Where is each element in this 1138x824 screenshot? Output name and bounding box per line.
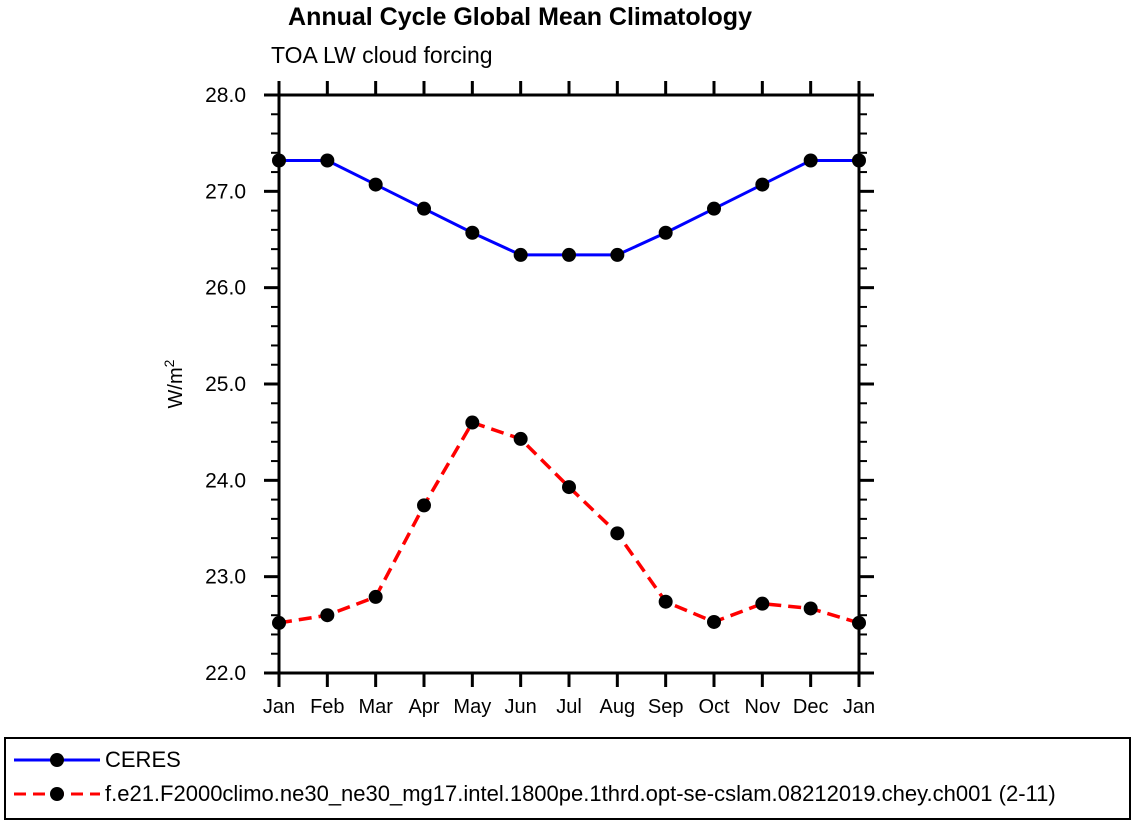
x-tick-label: Nov bbox=[745, 696, 781, 718]
data-point-marker bbox=[755, 177, 770, 192]
chart-title: Annual Cycle Global Mean Climatology bbox=[288, 3, 752, 31]
data-point-marker bbox=[465, 225, 480, 240]
x-tick-label: Jun bbox=[505, 696, 537, 718]
model-line-sample-icon bbox=[14, 787, 100, 801]
legend-box: CERES f.e21.F2000climo.ne30_ne30_mg17.in… bbox=[4, 737, 1131, 820]
series-1 bbox=[272, 415, 866, 630]
legend-entry-ceres: CERES bbox=[12, 747, 181, 772]
data-point-marker bbox=[658, 225, 673, 240]
x-tick-label: Jan bbox=[843, 696, 875, 718]
x-tick-label: May bbox=[453, 696, 491, 718]
y-tick-label: 22.0 bbox=[205, 662, 246, 685]
data-point-marker bbox=[417, 498, 431, 513]
y-tick-label: 26.0 bbox=[205, 277, 246, 300]
data-point-marker bbox=[562, 480, 576, 495]
data-point-marker bbox=[513, 247, 528, 262]
data-point-marker bbox=[465, 415, 480, 430]
data-point-marker bbox=[803, 601, 818, 616]
data-point-marker bbox=[368, 177, 383, 192]
data-point-marker bbox=[707, 614, 721, 629]
data-point-marker bbox=[852, 153, 866, 168]
y-tick-label: 23.0 bbox=[205, 566, 246, 589]
x-tick-label: Aug bbox=[600, 696, 636, 718]
legend-label-model: f.e21.F2000climo.ne30_ne30_mg17.intel.18… bbox=[105, 781, 1056, 806]
y-tick-label: 25.0 bbox=[205, 373, 246, 396]
x-tick-label: Feb bbox=[310, 696, 344, 718]
ceres-line-sample-icon bbox=[14, 753, 100, 767]
data-point-marker bbox=[562, 247, 576, 262]
data-point-marker bbox=[417, 201, 431, 216]
data-point-marker bbox=[658, 594, 673, 609]
x-tick-label: Oct bbox=[698, 696, 730, 718]
data-point-marker bbox=[803, 153, 818, 168]
data-point-marker bbox=[513, 431, 528, 446]
x-tick-label: Jul bbox=[556, 696, 582, 718]
data-point-marker bbox=[610, 247, 625, 262]
axes: Jan Feb Mar Apr May Jun Jul Aug Sep Oct Nov Dec Jan 2… bbox=[161, 81, 875, 718]
data-point-marker bbox=[368, 589, 383, 604]
data-point-marker bbox=[320, 608, 335, 623]
x-tick-label: Mar bbox=[358, 696, 393, 718]
data-point-marker bbox=[320, 153, 335, 168]
data-point-marker bbox=[610, 526, 625, 541]
data-point-marker bbox=[707, 201, 721, 216]
data-point-marker bbox=[755, 596, 770, 611]
y-tick-label: 28.0 bbox=[205, 84, 246, 107]
y-tick-label: 27.0 bbox=[205, 180, 246, 203]
x-tick-label: Sep bbox=[648, 696, 684, 718]
x-tick-label: Jan bbox=[263, 696, 295, 718]
legend-label-ceres: CERES bbox=[105, 747, 181, 772]
data-point-marker bbox=[272, 615, 286, 630]
y-axis-label: W/m2 bbox=[161, 359, 187, 408]
legend-entry-model: f.e21.F2000climo.ne30_ne30_mg17.intel.18… bbox=[12, 781, 1056, 806]
chart-subtitle: TOA LW cloud forcing bbox=[271, 42, 493, 68]
x-tick-label: Dec bbox=[793, 696, 829, 718]
x-tick-label: Apr bbox=[408, 696, 439, 718]
y-tick-label: 24.0 bbox=[205, 469, 246, 492]
series-0 bbox=[272, 153, 866, 262]
data-point-marker bbox=[272, 153, 286, 168]
data-point-marker bbox=[852, 615, 866, 630]
